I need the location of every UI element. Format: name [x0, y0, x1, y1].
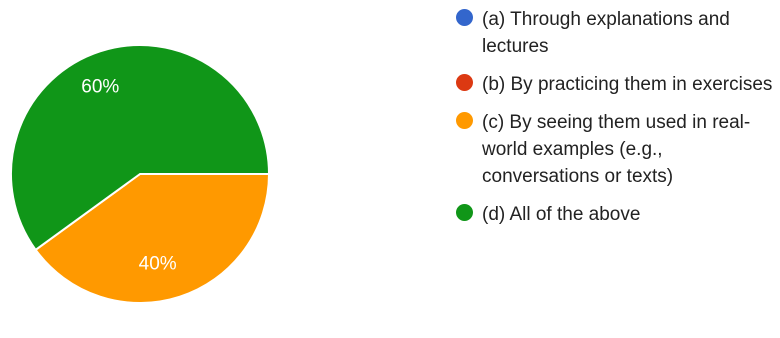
- legend-label-b: (b) By practicing them in exercises: [482, 74, 773, 95]
- legend-label-a: (a) Through explanations and lectures: [482, 9, 730, 57]
- legend-item-b[interactable]: (b) By practicing them in exercises: [456, 71, 780, 98]
- slice-d[interactable]: [10, 44, 271, 252]
- legend-swatch-b: [456, 74, 473, 91]
- legend-label-d: (d) All of the above: [482, 204, 641, 225]
- slice-c-label: 40%: [139, 253, 177, 274]
- legend: (a) Through explanations and lectures (b…: [456, 6, 780, 239]
- legend-swatch-c: [456, 112, 473, 129]
- slice-d-label: 60%: [81, 77, 119, 98]
- legend-swatch-a: [456, 9, 473, 26]
- legend-swatch-d: [456, 204, 473, 221]
- legend-label-c: (c) By seeing them used in real-world ex…: [482, 112, 751, 187]
- legend-item-c[interactable]: (c) By seeing them used in real-world ex…: [456, 109, 780, 190]
- legend-item-a[interactable]: (a) Through explanations and lectures: [456, 6, 780, 60]
- legend-item-d[interactable]: (d) All of the above: [456, 201, 780, 228]
- slice-c[interactable]: [34, 173, 271, 304]
